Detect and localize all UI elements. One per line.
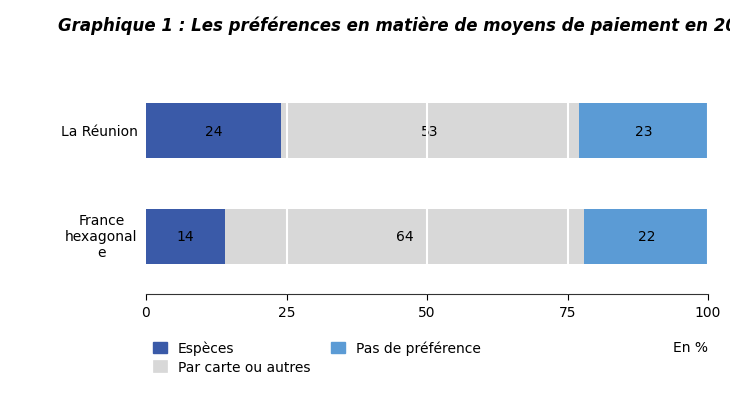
Bar bbox=[225, 209, 585, 264]
Text: 64: 64 bbox=[396, 229, 413, 244]
Text: 23: 23 bbox=[634, 124, 652, 139]
Legend: Espèces, Par carte ou autres, Pas de préférence: Espèces, Par carte ou autres, Pas de pré… bbox=[153, 341, 481, 374]
Bar bbox=[146, 104, 281, 159]
Text: Graphique 1 : Les préférences en matière de moyens de paiement en 2022: Graphique 1 : Les préférences en matière… bbox=[58, 16, 730, 35]
Bar bbox=[281, 104, 579, 159]
Text: 53: 53 bbox=[421, 124, 439, 139]
Text: 14: 14 bbox=[177, 229, 194, 244]
Text: 24: 24 bbox=[204, 124, 222, 139]
Bar bbox=[146, 209, 225, 264]
Bar bbox=[579, 104, 708, 159]
Bar bbox=[585, 209, 708, 264]
Text: 22: 22 bbox=[637, 229, 655, 244]
Text: En %: En % bbox=[673, 340, 708, 354]
